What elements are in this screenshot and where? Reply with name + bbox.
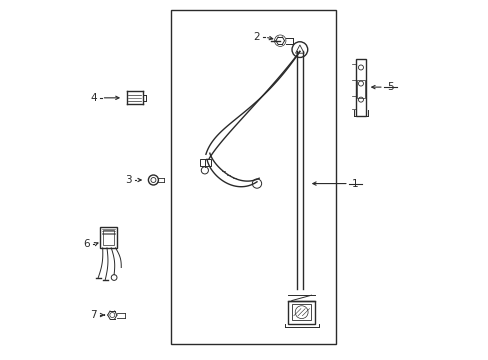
Text: 2: 2	[252, 32, 259, 42]
Bar	[100, 227, 117, 248]
Text: 4: 4	[90, 93, 97, 103]
Bar	[355, 59, 365, 116]
Bar	[357, 80, 364, 98]
Bar	[200, 159, 211, 166]
Bar	[291, 304, 311, 320]
Bar	[102, 230, 114, 245]
Text: 5: 5	[387, 82, 393, 92]
Bar	[287, 301, 314, 324]
Text: 6: 6	[83, 239, 90, 249]
Bar	[171, 10, 335, 344]
Text: 7: 7	[90, 310, 97, 320]
Text: 3: 3	[125, 175, 131, 185]
Text: 1: 1	[351, 179, 358, 189]
